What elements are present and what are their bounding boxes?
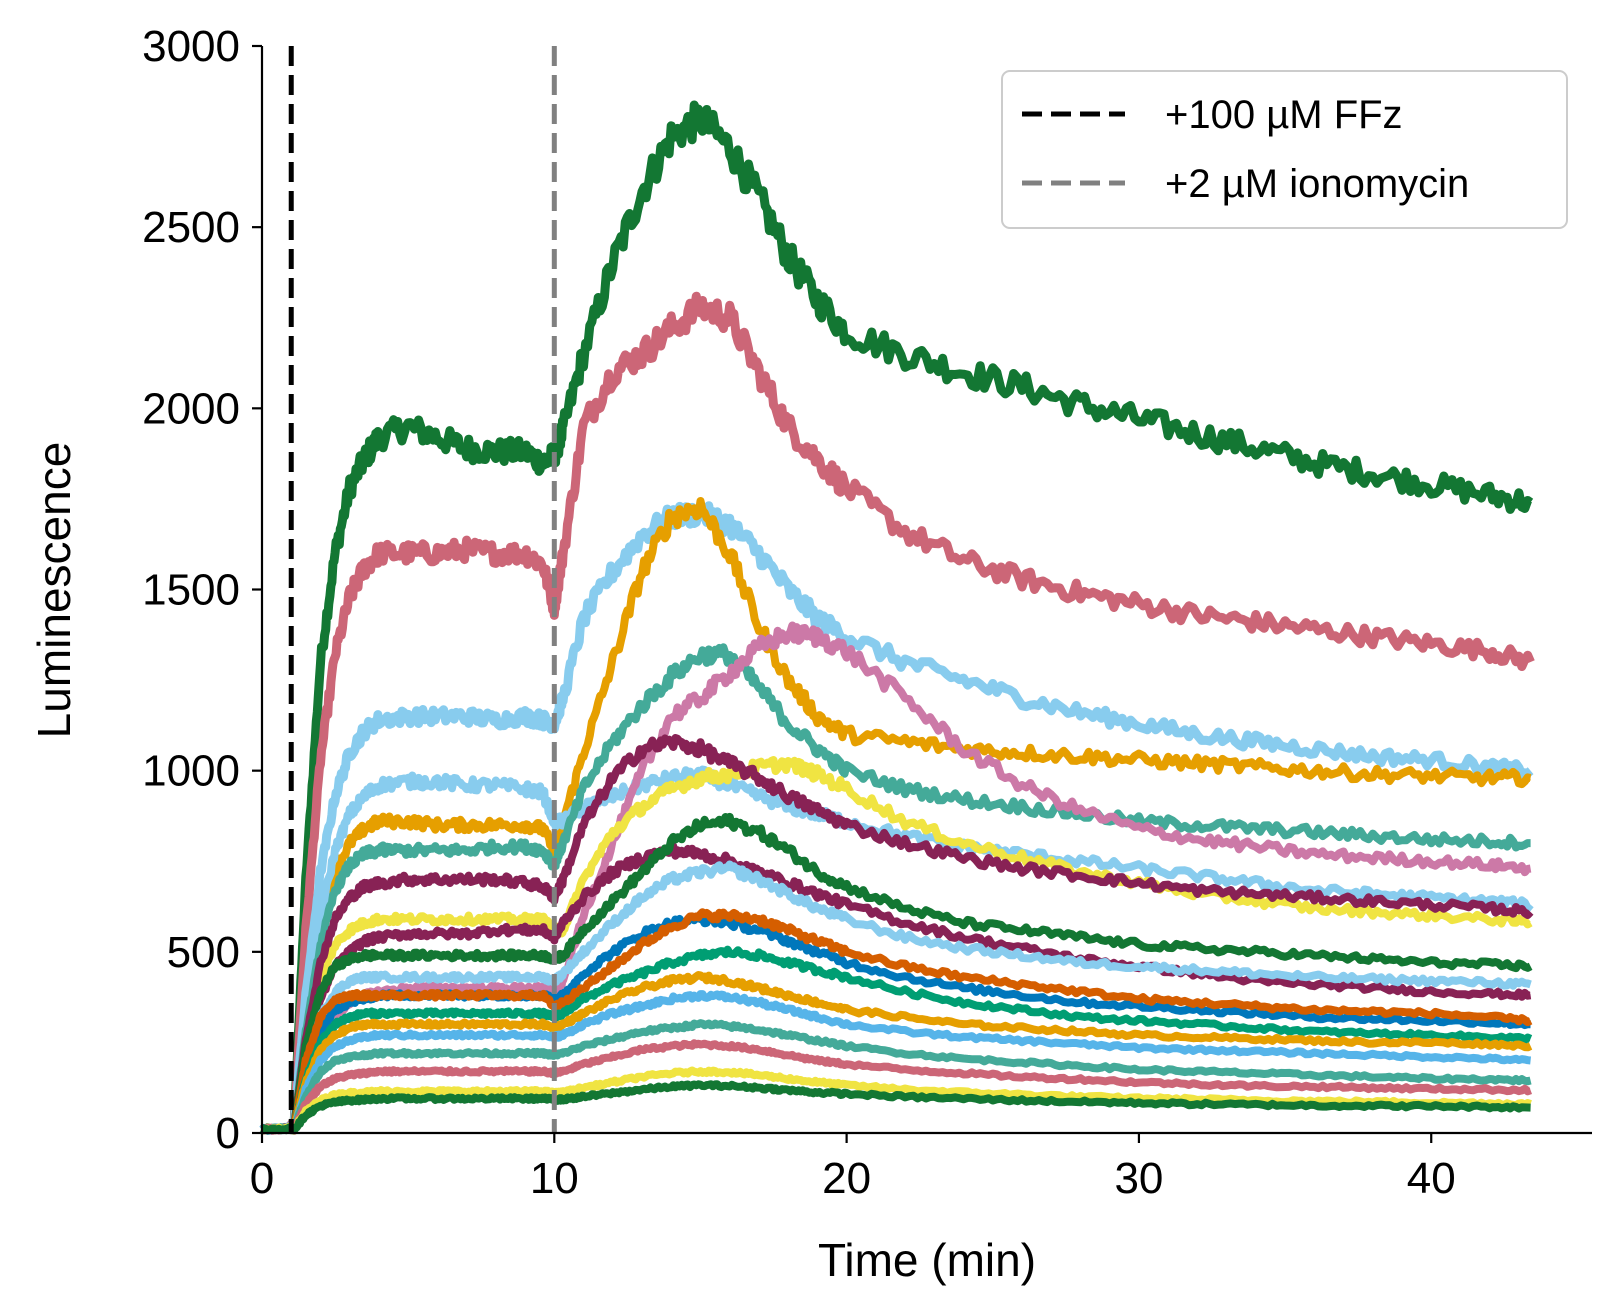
series-line-1 — [259, 291, 1535, 1135]
y-tick-label-1: 500 — [167, 928, 240, 977]
series-layer — [259, 100, 1535, 1135]
series-line-11 — [259, 860, 1532, 1135]
y-tick-label-5: 2500 — [142, 203, 240, 252]
x-tick-label-3: 30 — [1114, 1154, 1163, 1203]
legend-label-ionomycin: +2 µM ionomycin — [1165, 162, 1469, 206]
series-line-10 — [259, 812, 1533, 1135]
series-line-7 — [259, 756, 1533, 1135]
legend: +100 µM FFz +2 µM ionomycin — [1001, 70, 1568, 229]
x-tick-label-1: 10 — [530, 1154, 579, 1203]
legend-box — [1001, 70, 1568, 229]
series-line-17 — [259, 1019, 1532, 1135]
series-line-16 — [259, 990, 1532, 1135]
x-tick-label-0: 0 — [250, 1154, 274, 1203]
x-axis-title: Time (min) — [818, 1234, 1036, 1286]
vline-layer — [288, 46, 557, 1133]
series-line-20 — [259, 1080, 1532, 1135]
y-tick-label-3: 1500 — [142, 566, 240, 615]
series-line-0 — [259, 100, 1534, 1135]
y-tick-label-0: 0 — [216, 1109, 240, 1158]
series-line-3 — [259, 497, 1532, 1135]
series-line-13 — [259, 908, 1533, 1135]
series-line-14 — [259, 945, 1533, 1135]
y-tick-label-2: 1000 — [142, 747, 240, 796]
series-line-18 — [259, 1039, 1533, 1135]
tick-layer: 0 10 20 30 40 0 500 1000 1500 2000 2500 3000 — [142, 22, 1456, 1203]
x-tick-label-2: 20 — [822, 1154, 871, 1203]
series-line-8 — [259, 734, 1534, 1135]
series-line-5 — [259, 643, 1532, 1135]
y-axis-title: Luminescence — [28, 442, 80, 739]
x-tick-label-4: 40 — [1407, 1154, 1456, 1203]
y-tick-label-4: 2000 — [142, 384, 240, 433]
series-line-15 — [259, 971, 1533, 1135]
series-line-4 — [259, 765, 1534, 1135]
legend-label-ffz: +100 µM FFz — [1165, 93, 1403, 137]
y-tick-label-6: 3000 — [142, 22, 240, 71]
series-line-2 — [259, 501, 1534, 1135]
